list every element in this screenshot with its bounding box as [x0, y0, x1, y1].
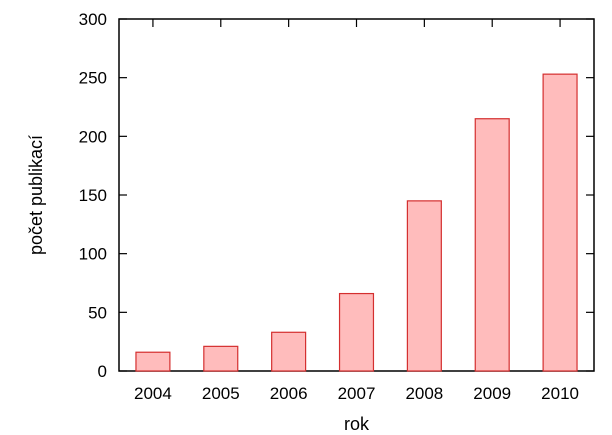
y-tick-label: 0 — [98, 362, 107, 381]
bar-2010 — [542, 73, 578, 372]
x-tick-label: 2006 — [270, 384, 308, 403]
bar-2007 — [338, 292, 375, 372]
x-tick-label: 2007 — [338, 384, 376, 403]
bar-2008 — [406, 200, 442, 372]
bar-2009 — [474, 118, 510, 372]
y-tick-label: 100 — [79, 245, 107, 264]
y-axis: 0 50 100 150 200 250 300 — [79, 10, 594, 381]
bar-2006 — [271, 331, 307, 372]
bar-series — [135, 73, 578, 372]
bar-2004 — [135, 351, 171, 372]
y-tick-label: 200 — [79, 127, 107, 146]
y-tick-label: 50 — [88, 303, 107, 322]
y-tick-label: 150 — [79, 186, 107, 205]
x-tick-label: 2008 — [405, 384, 443, 403]
x-tick-label: 2005 — [202, 384, 240, 403]
x-tick-label: 2010 — [541, 384, 579, 403]
bar-2005 — [203, 345, 239, 372]
x-tick-label: 2009 — [473, 384, 511, 403]
y-axis-label: počet publikací — [26, 135, 46, 255]
x-tick-label: 2004 — [134, 384, 172, 403]
x-axis-label: rok — [344, 414, 370, 434]
y-tick-label: 250 — [79, 69, 107, 88]
y-tick-label: 300 — [79, 10, 107, 29]
